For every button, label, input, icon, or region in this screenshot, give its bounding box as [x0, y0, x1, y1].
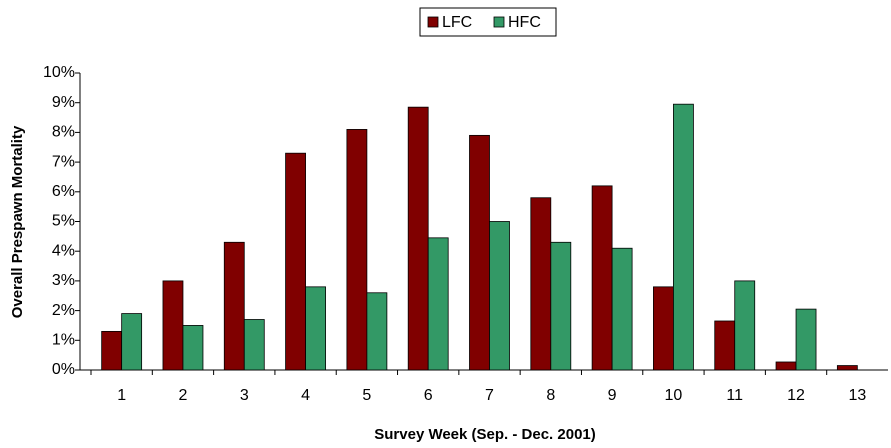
bar	[795, 308, 817, 371]
legend-label: LFC	[442, 14, 472, 31]
bar	[121, 313, 143, 371]
x-tick-label: 5	[362, 387, 371, 404]
x-tick-label: 10	[665, 387, 683, 404]
legend-swatch	[427, 16, 439, 28]
bar	[550, 241, 572, 371]
y-tick-label: 3%	[52, 272, 75, 289]
x-tick-label: 12	[787, 387, 805, 404]
bar	[653, 286, 674, 371]
y-tick-label: 4%	[52, 242, 75, 259]
legend-swatch	[493, 16, 505, 28]
bar	[162, 280, 184, 371]
x-tick-label: 8	[546, 387, 555, 404]
y-tick-label: 2%	[52, 302, 75, 319]
bar	[591, 185, 613, 371]
y-tick-label: 0%	[52, 361, 75, 378]
x-tick-label: 7	[485, 387, 494, 404]
y-tick-label: 7%	[52, 153, 75, 170]
bar	[775, 361, 797, 371]
x-tick-label: 4	[301, 387, 310, 404]
y-tick-label: 10%	[43, 64, 75, 81]
y-axis-title: Overall Prespawn Mortality	[9, 125, 26, 318]
bar	[714, 320, 736, 371]
bar	[101, 330, 123, 371]
bar	[427, 237, 449, 371]
bar	[407, 106, 429, 371]
y-tick-label: 5%	[52, 213, 75, 230]
bar	[223, 241, 245, 371]
bar	[346, 129, 368, 371]
bar	[366, 292, 388, 371]
bar	[611, 247, 633, 371]
x-axis-title: Survey Week (Sep. - Dec. 2001)	[374, 426, 596, 443]
y-tick-label: 8%	[52, 124, 75, 141]
legend-label: HFC	[508, 14, 541, 31]
x-tick-label: 9	[608, 387, 617, 404]
y-tick-label: 6%	[52, 183, 75, 200]
bar	[285, 152, 306, 371]
bar	[489, 221, 510, 371]
x-tick-label: 3	[240, 387, 249, 404]
bar	[734, 280, 756, 371]
x-tick-label: 1	[117, 387, 126, 404]
y-tick-label: 9%	[52, 94, 75, 111]
bar	[182, 325, 204, 371]
legend-box	[419, 7, 557, 37]
bar	[530, 197, 552, 371]
x-tick-label: 2	[179, 387, 188, 404]
x-tick-label: 13	[848, 387, 866, 404]
y-tick-label: 1%	[52, 332, 75, 349]
bar	[673, 103, 694, 371]
x-tick-label: 11	[726, 387, 743, 404]
bar	[305, 286, 326, 371]
x-tick-label: 6	[424, 387, 433, 404]
bar	[469, 134, 490, 371]
bar	[243, 319, 265, 371]
bar	[836, 365, 858, 371]
